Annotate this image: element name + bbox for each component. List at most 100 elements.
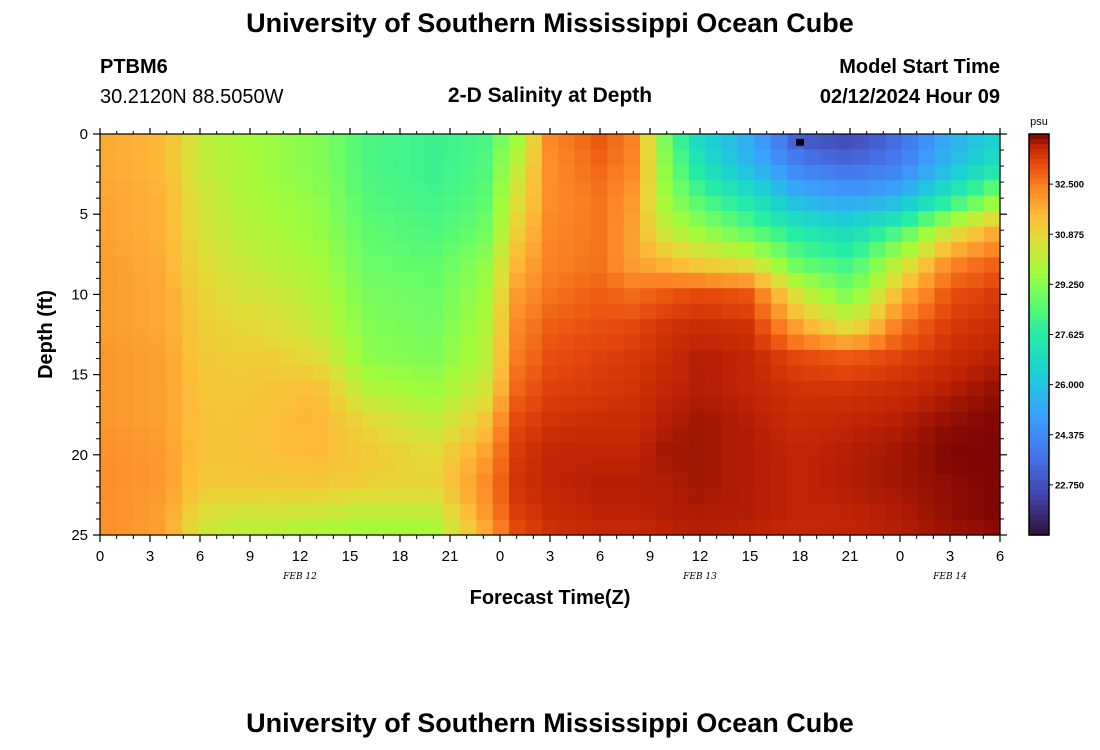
heatmap-cell: [132, 457, 150, 474]
heatmap-cell: [705, 380, 723, 397]
heatmap-cell: [754, 488, 772, 505]
heatmap-cell: [967, 226, 985, 243]
heatmap-cell: [852, 164, 870, 181]
heatmap-cell: [967, 411, 985, 428]
heatmap-cell: [509, 488, 527, 505]
heatmap-cell: [541, 334, 559, 351]
heatmap-cell: [885, 504, 903, 521]
heatmap-cell: [214, 365, 232, 382]
heatmap-cell: [934, 365, 952, 382]
heatmap-cell: [165, 488, 183, 505]
heatmap-cell: [590, 134, 608, 151]
heatmap-cell: [296, 303, 314, 320]
heatmap-cell: [541, 272, 559, 289]
x-tick-label: 15: [742, 548, 759, 565]
heatmap-cell: [689, 180, 707, 197]
heatmap-cell: [983, 319, 1001, 336]
heatmap-cell: [738, 195, 756, 212]
heatmap-cell: [460, 195, 477, 212]
heatmap-cell: [754, 303, 772, 320]
heatmap-cell: [950, 303, 968, 320]
heatmap-cell: [672, 180, 690, 197]
heatmap-cell: [116, 164, 134, 181]
heatmap-cell: [492, 334, 510, 351]
heatmap-cell: [198, 319, 216, 336]
heatmap-cell: [558, 288, 576, 305]
heatmap-cell: [770, 241, 788, 258]
heatmap-cell: [967, 457, 985, 474]
heatmap-cell: [558, 396, 576, 413]
heatmap-cell: [263, 349, 281, 366]
heatmap-cell: [901, 303, 919, 320]
colorbar-tick-label: 32.500: [1055, 180, 1084, 191]
heatmap-cell: [672, 488, 690, 505]
heatmap-cell: [263, 334, 281, 351]
heatmap-cell: [770, 288, 788, 305]
heatmap-cell: [492, 272, 510, 289]
heatmap-cell: [378, 164, 396, 181]
heatmap-cell: [443, 180, 461, 197]
heatmap-cell: [312, 504, 330, 521]
heatmap-cell: [950, 164, 968, 181]
heatmap-cell: [280, 180, 297, 197]
heatmap-cell: [476, 349, 494, 366]
heatmap-cell: [361, 226, 379, 243]
heatmap-cell: [852, 334, 870, 351]
heatmap-cell: [934, 504, 952, 521]
heatmap-cell: [492, 396, 510, 413]
colorbar-segment: [1029, 169, 1049, 175]
heatmap-cell: [918, 257, 936, 274]
heatmap-cell: [427, 195, 445, 212]
heatmap-cell: [901, 211, 919, 228]
heatmap-cell: [640, 473, 657, 490]
heatmap-cell: [525, 226, 543, 243]
heatmap-cell: [590, 149, 608, 166]
heatmap-cell: [100, 349, 117, 366]
heatmap-cell: [312, 319, 330, 336]
heatmap-cell: [443, 349, 461, 366]
heatmap-cell: [361, 457, 379, 474]
heatmap-cell: [558, 195, 576, 212]
heatmap-cell: [803, 149, 821, 166]
heatmap-cell: [100, 303, 117, 320]
heatmap-cell: [738, 411, 756, 428]
heatmap-cell: [836, 257, 854, 274]
heatmap-cell: [198, 365, 216, 382]
heatmap-cell: [901, 396, 919, 413]
heatmap-cell: [656, 180, 674, 197]
date-label: FEB 12: [282, 572, 317, 582]
heatmap-cell: [918, 519, 936, 536]
heatmap-cell: [852, 211, 870, 228]
colorbar-segment: [1029, 279, 1049, 285]
heatmap-cell: [689, 365, 707, 382]
heatmap-cell: [280, 195, 297, 212]
heatmap-cell: [689, 164, 707, 181]
heatmap-cell: [198, 349, 216, 366]
heatmap-cell: [754, 427, 772, 444]
heatmap-cell: [672, 149, 690, 166]
heatmap-cell: [427, 457, 445, 474]
heatmap-cell: [427, 334, 445, 351]
heatmap-cell: [885, 473, 903, 490]
heatmap-cell: [607, 303, 625, 320]
heatmap-cell: [394, 226, 412, 243]
heatmap-cell: [607, 257, 625, 274]
heatmap-cell: [983, 442, 1001, 459]
heatmap-cell: [132, 365, 150, 382]
heatmap-cell: [345, 288, 363, 305]
heatmap-cell: [787, 504, 805, 521]
heatmap-cell: [280, 319, 297, 336]
heatmap-cell: [770, 504, 788, 521]
heatmap-cell: [345, 380, 363, 397]
heatmap-cell: [443, 380, 461, 397]
heatmap-cell: [836, 442, 854, 459]
heatmap-cell: [100, 211, 117, 228]
heatmap-cell: [950, 427, 968, 444]
heatmap-cell: [558, 457, 576, 474]
heatmap-cell: [558, 303, 576, 320]
heatmap-cell: [574, 303, 592, 320]
heatmap-cell: [198, 180, 216, 197]
heatmap-cell: [918, 427, 936, 444]
heatmap-cell: [934, 303, 952, 320]
heatmap-cell: [590, 427, 608, 444]
